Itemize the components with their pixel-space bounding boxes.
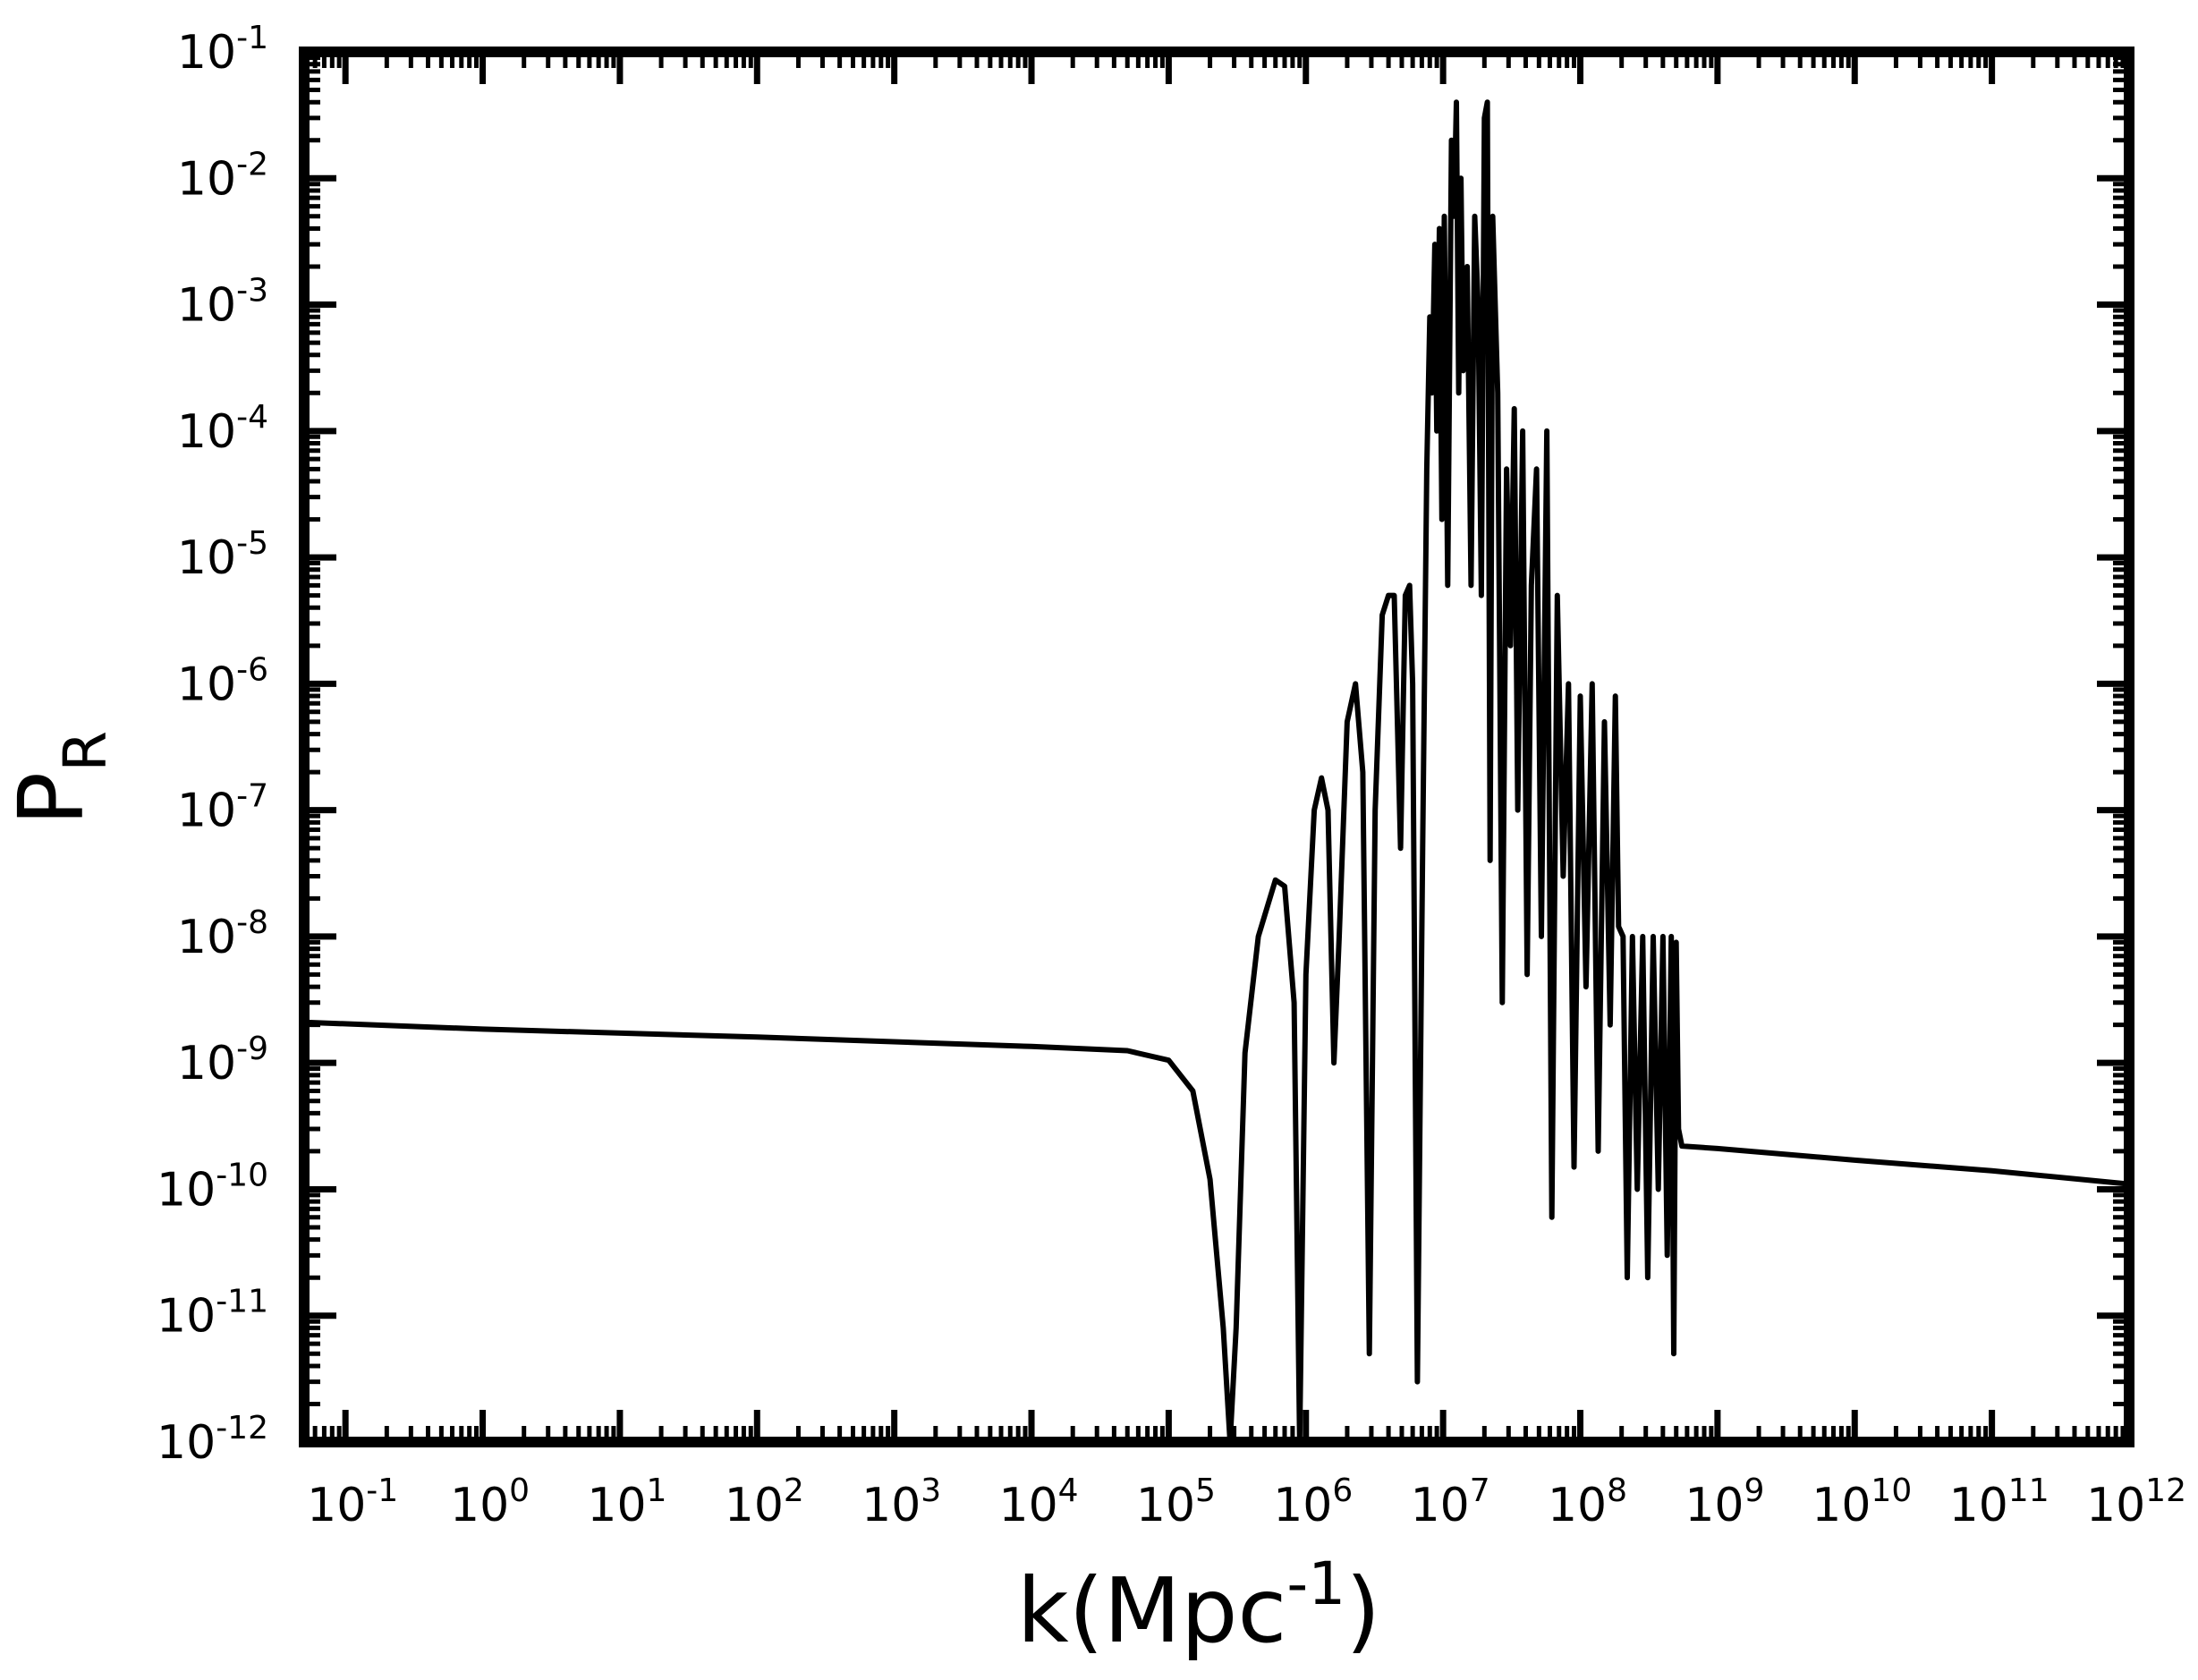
- y-tick-labels: 10-1 10-2 10-3 10-4 10-5 10-6 10-7 10-8 10-9 10-1…: [157, 20, 268, 1470]
- x-tick-labels: 10-1 100 101 102 103 104 105 106 107 108 109 1010 10…: [307, 1472, 2186, 1532]
- y-axis-title: PR: [0, 731, 120, 826]
- x-axis-title-close: ): [1345, 1558, 1380, 1663]
- x-tick-label: 108: [1548, 1472, 1627, 1532]
- y-tick-label: 10-12: [157, 1410, 268, 1470]
- y-tick-label: 10-7: [177, 778, 268, 838]
- y-axis-title-subscript: R: [51, 731, 120, 772]
- x-tick-label: 101: [587, 1472, 666, 1532]
- x-tick-label: 104: [998, 1472, 1078, 1532]
- x-tick-label: 1010: [1812, 1472, 1912, 1532]
- y-tick-label: 10-10: [157, 1157, 268, 1217]
- y-tick-label: 10-4: [177, 399, 268, 459]
- y-tick-label: 10-8: [177, 904, 268, 964]
- x-tick-label: 1012: [2086, 1472, 2186, 1532]
- x-tick-label: 105: [1136, 1472, 1216, 1532]
- x-axis-title-exponent: -1: [1286, 1549, 1345, 1618]
- x-tick-label: 1011: [1949, 1472, 2049, 1532]
- x-tick-label: 107: [1411, 1472, 1490, 1532]
- x-tick-label: 106: [1273, 1472, 1353, 1532]
- x-tick-label: 10-1: [307, 1472, 398, 1532]
- x-tick-label: 102: [725, 1472, 804, 1532]
- plot-frame: [299, 47, 2134, 1447]
- y-axis-title-base: P: [0, 772, 104, 826]
- x-axis-title: k(Mpc-1): [1017, 1549, 1381, 1663]
- y-tick-label: 10-1: [177, 20, 268, 80]
- x-tick-label: 109: [1685, 1472, 1764, 1532]
- y-tick-label: 10-11: [157, 1284, 268, 1344]
- y-tick-label: 10-2: [177, 146, 268, 206]
- x-axis-title-base: k(Mpc: [1017, 1558, 1287, 1663]
- x-tick-label: 100: [450, 1472, 530, 1532]
- x-tick-label: 103: [861, 1472, 941, 1532]
- y-tick-label: 10-5: [177, 525, 268, 585]
- y-tick-label: 10-6: [177, 651, 268, 711]
- series-line: [303, 99, 2130, 1445]
- y-tick-label: 10-3: [177, 273, 268, 333]
- y-tick-label: 10-9: [177, 1031, 268, 1090]
